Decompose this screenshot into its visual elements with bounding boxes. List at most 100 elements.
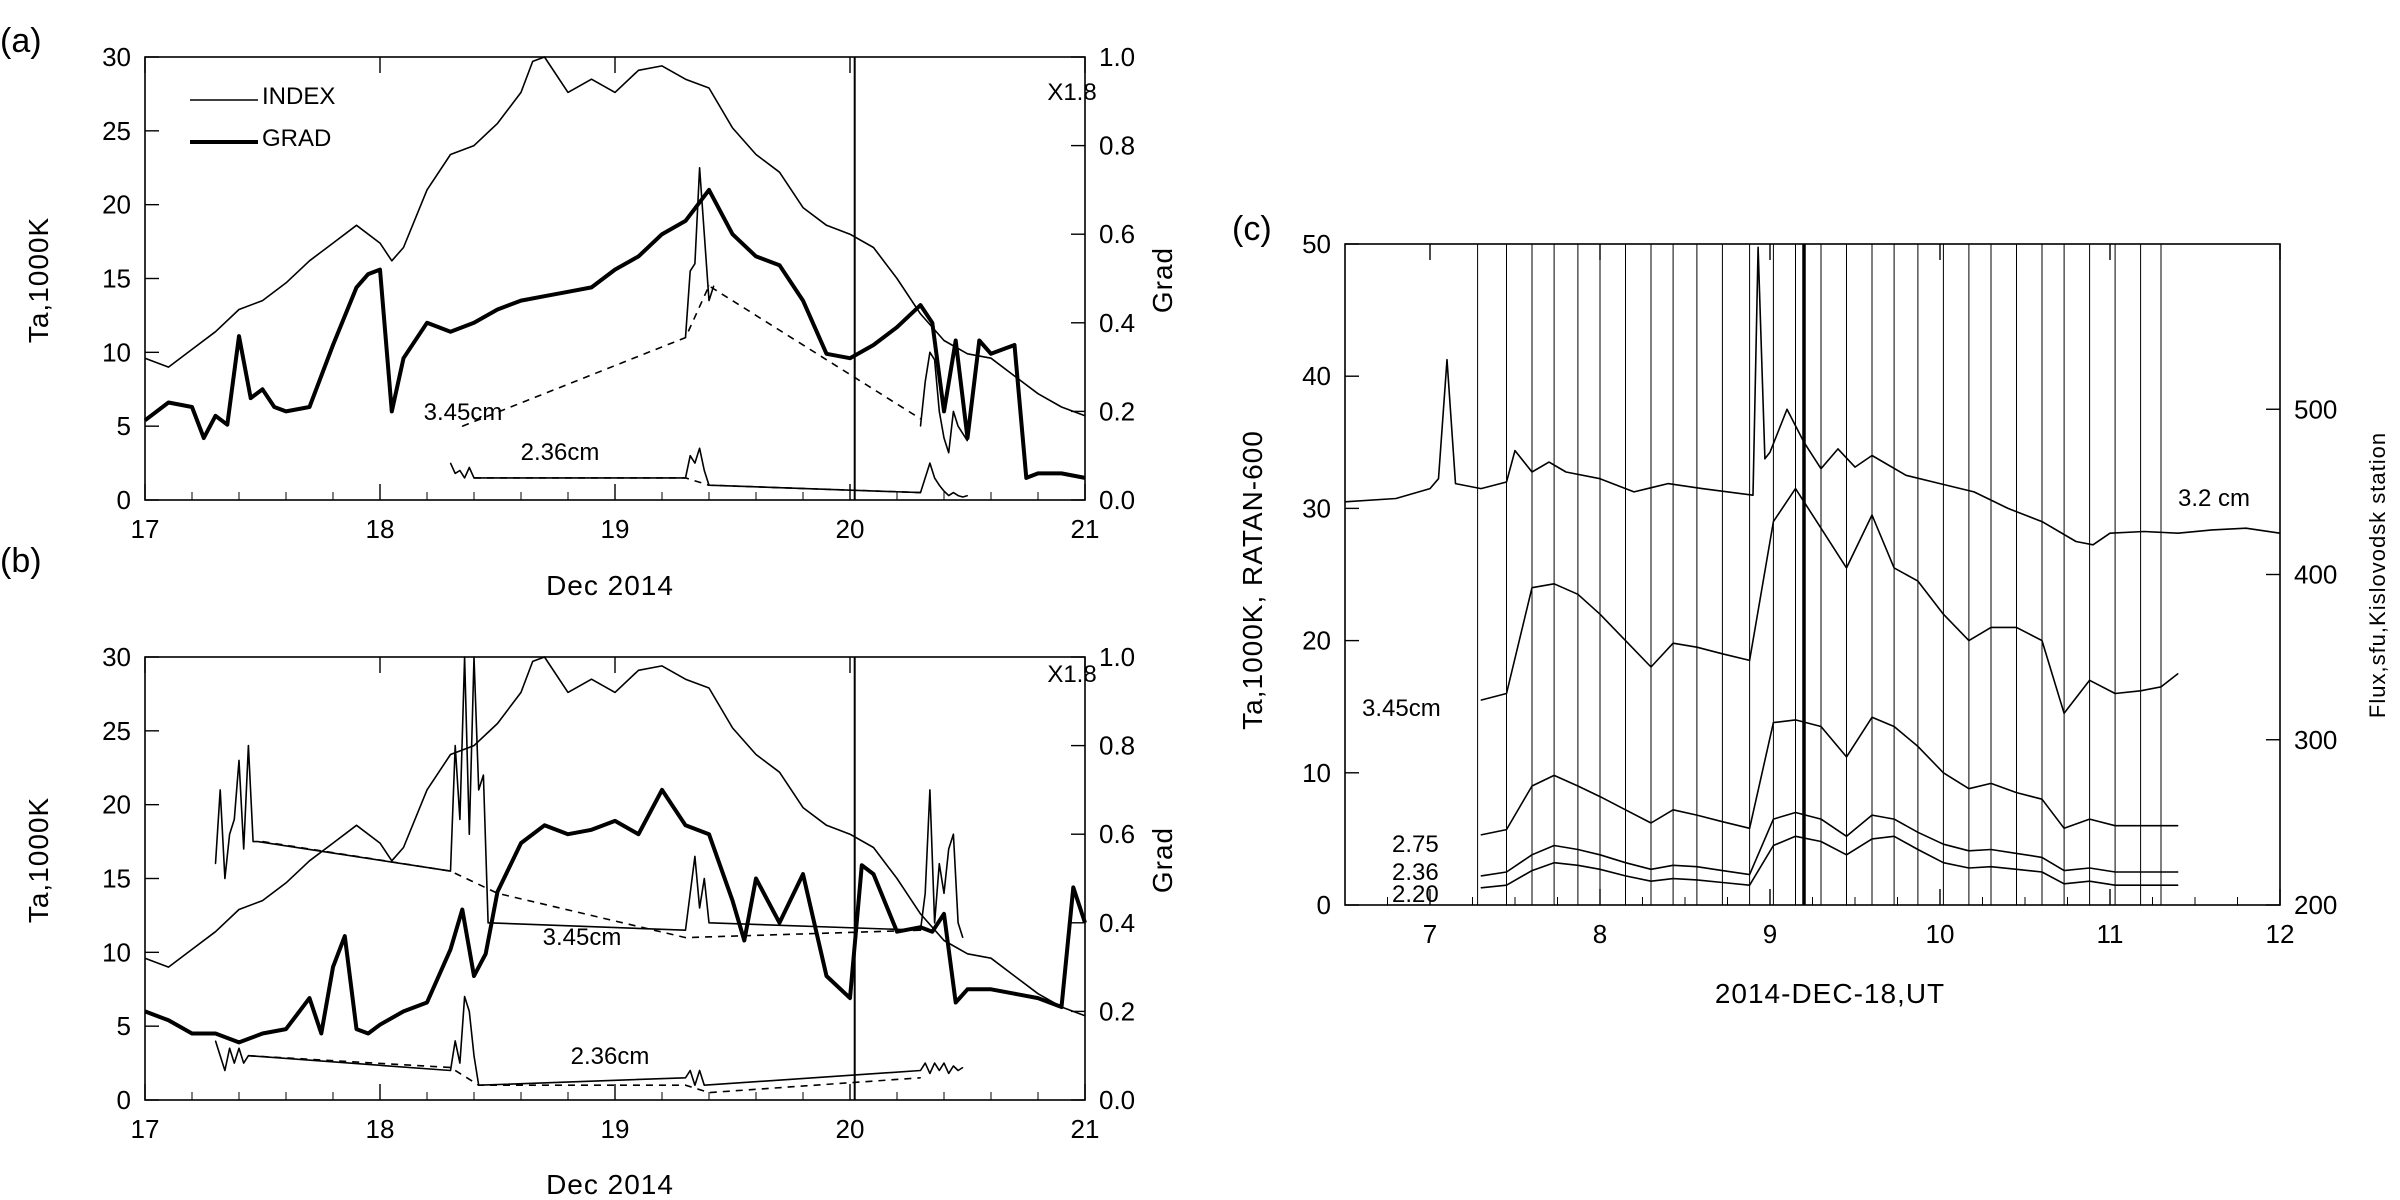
ylabel-left-b: Ta,1000K (23, 797, 54, 923)
data-point-c-3-2-cm-6 (1480, 488, 1482, 490)
data-point-c-3-45cm-9 (1696, 646, 1698, 648)
data-point-c-2-36-18 (1917, 831, 1919, 833)
data-point-b-GRAD-15 (426, 1002, 428, 1003)
data-point-a-GRAD-42 (955, 340, 957, 341)
data-point-b-GRAD-49 (1072, 886, 1074, 888)
data-point-c-3-2-cm-28 (1973, 491, 1975, 493)
data-point-c-2-20-16 (1871, 838, 1873, 840)
y-tick-label-c-20: 20 (1302, 626, 1331, 656)
data-point-c-2-75-16 (1871, 716, 1873, 718)
data-point-b-INDEX-20 (567, 691, 569, 693)
data-point-c-2-20-11 (1749, 884, 1751, 886)
data-point-b-3-45cm-12 (459, 818, 461, 820)
data-point-a-GRAD-44 (978, 340, 980, 341)
data-point-b-GRAD-36 (849, 997, 851, 999)
data-point-c-3-45cm-16 (1871, 514, 1873, 516)
data-point-c-3-2-cm-18 (1764, 458, 1766, 460)
data-point-c-2-75-19 (1942, 772, 1944, 774)
curve-label-c-2.20: 2.20 (1392, 881, 1439, 908)
data-point-b-GRAD-6 (285, 1028, 287, 1030)
y-tick-label-b-0: 0 (117, 1085, 131, 1115)
x-tick-label-c-10: 10 (1926, 919, 1955, 949)
data-point-c-2-36-16 (1871, 814, 1873, 816)
data-point-c-2-75-17 (1893, 726, 1895, 727)
data-point-a-2-36cm-22 (967, 495, 968, 497)
x-tick-label-b-17: 17 (131, 1114, 160, 1144)
x-tick-label-c-11: 11 (2097, 919, 2124, 949)
data-point-a-GRAD-15 (379, 269, 381, 271)
data-point-c-3-2-cm-32 (2092, 544, 2094, 546)
data-point-b-INDEX-13 (426, 789, 428, 791)
data-point-c-2-36-2 (1531, 854, 1533, 856)
data-point-b-GRAD-23 (567, 833, 569, 835)
data-point-b-3-45cm-33 (957, 922, 959, 924)
data-point-a-INDEX-7 (309, 260, 310, 262)
data-point-c-2-20-15 (1846, 854, 1847, 856)
data-point-a-GRAD-9 (273, 406, 275, 408)
data-point-c-3-45cm-23 (2041, 640, 2043, 642)
data-point-c-3-45cm-6 (1625, 640, 1626, 642)
series-line-c-3-2-cm (1344, 246, 2281, 546)
data-point-b-INDEX-16 (497, 723, 498, 724)
data-point-c-3-45cm-8 (1672, 642, 1674, 644)
data-point-a-2-36cm-7 (689, 455, 691, 457)
data-point-a-GRAD-11 (309, 406, 310, 408)
data-point-a-INDEX-8 (332, 242, 334, 244)
series-line-a-INDEX (144, 56, 1086, 417)
data-point-b-GRAD-44 (967, 988, 968, 990)
data-point-a-3-45cm-burst-2 (694, 263, 696, 265)
data-point-a-GRAD-21 (497, 309, 498, 310)
data-point-b-3-45cm-26 (924, 892, 926, 894)
data-point-a-INDEX-4 (238, 309, 240, 310)
y-tick-label-a-10: 10 (102, 337, 131, 367)
data-point-c-3-45cm-3 (1553, 583, 1555, 585)
series-line-b-2-36cm-interp (248, 1054, 921, 1094)
data-point-a-GRAD-22 (520, 300, 522, 302)
data-point-a-INDEX-24 (661, 65, 663, 67)
data-point-b-INDEX-6 (285, 882, 287, 884)
data-point-b-INDEX-15 (473, 745, 475, 747)
data-point-c-3-2-cm-38 (2279, 532, 2281, 534)
data-point-b-INDEX-17 (520, 691, 522, 693)
data-point-b-2-36cm-16 (689, 1070, 691, 1071)
data-point-c-3-45cm-12 (1772, 521, 1774, 523)
data-point-b-INDEX-26 (708, 687, 710, 689)
data-point-c-2-75-3 (1553, 774, 1555, 776)
data-point-b-GRAD-47 (1037, 997, 1039, 999)
data-point-a-INDEX-2 (191, 348, 193, 350)
data-point-b-3-45cm-28 (934, 922, 936, 924)
series-line-c-2-20 (1480, 835, 2178, 889)
data-point-b-3-45cm-23 (703, 878, 705, 879)
xlabel-a: Dec 2014 (546, 570, 674, 601)
data-point-a-3-45cm-3 (934, 359, 936, 361)
y2-tick-label-b-0: 0.0 (1099, 1085, 1135, 1115)
data-point-c-2-20-19 (1942, 862, 1944, 864)
data-point-c-2-36-0 (1480, 875, 1482, 877)
data-point-c-3-2-cm-22 (1820, 468, 1822, 470)
data-point-c-2-20-17 (1893, 835, 1895, 837)
panel-a: (a) Ta,1000K Grad Dec 2014 X1.8 INDEX GR… (0, 22, 1178, 601)
data-point-c-2-36-8 (1672, 864, 1674, 866)
data-point-c-3-2-cm-20 (1786, 408, 1788, 410)
data-point-b-2-36cm-interp-5 (920, 1077, 921, 1079)
data-point-b-3-45cm-interp-0 (262, 841, 263, 843)
data-point-c-2-20-25 (2089, 880, 2091, 882)
data-point-c-2-20-23 (2041, 871, 2043, 873)
data-point-b-3-45cm-11 (454, 745, 456, 747)
y2-tick-label-c-500: 500 (2294, 394, 2337, 424)
data-point-a-GRAD-32 (755, 255, 757, 257)
data-point-a-GRAD-24 (567, 291, 569, 293)
data-point-c-3-45cm-25 (2089, 679, 2091, 681)
data-point-c-2-36-7 (1650, 868, 1652, 870)
data-point-c-2-36-14 (1820, 818, 1822, 820)
data-point-a-3-45cm-9 (962, 433, 964, 435)
data-point-b-INDEX-14 (450, 754, 451, 755)
xlabel-c: 2014-DEC-18,UT (1715, 978, 1945, 1009)
data-point-a-GRAD-10 (285, 410, 287, 412)
data-point-c-3-2-cm-14 (1667, 483, 1669, 485)
data-point-a-GRAD-12 (332, 344, 334, 346)
data-point-a-GRAD-26 (614, 269, 616, 271)
ylabel-right-c: Flux,sfu,Kislovodsk station (2365, 432, 2390, 718)
data-point-b-2-36cm-28 (957, 1070, 959, 1071)
data-point-c-3-2-cm-12 (1599, 478, 1601, 480)
